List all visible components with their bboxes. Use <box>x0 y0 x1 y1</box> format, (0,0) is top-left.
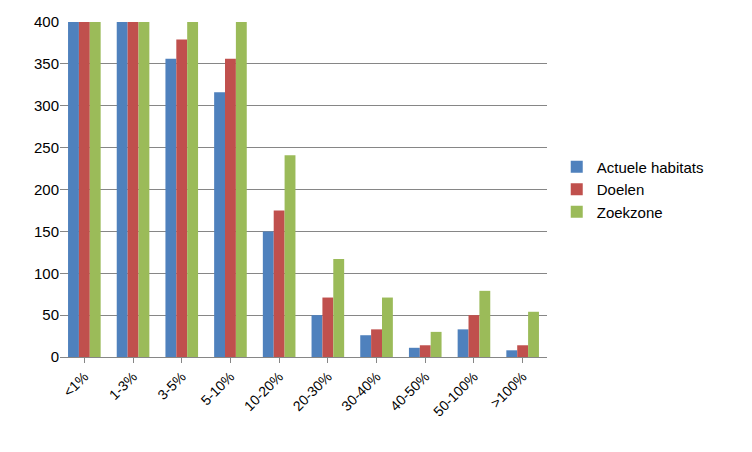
svg-text:<1%: <1% <box>60 369 91 400</box>
svg-text:1-3%: 1-3% <box>106 369 140 403</box>
svg-text:150: 150 <box>34 223 59 240</box>
svg-text:3-5%: 3-5% <box>154 369 188 403</box>
svg-text:100: 100 <box>34 265 59 282</box>
svg-text:Actuele habitats: Actuele habitats <box>597 159 704 176</box>
svg-text:50-100%: 50-100% <box>430 369 481 420</box>
svg-text:>100%: >100% <box>487 369 529 411</box>
svg-text:20-30%: 20-30% <box>289 369 334 414</box>
svg-text:Zoekzone: Zoekzone <box>597 204 663 221</box>
svg-text:300: 300 <box>34 97 59 114</box>
svg-text:5-10%: 5-10% <box>198 369 238 409</box>
svg-text:30-40%: 30-40% <box>338 369 383 414</box>
svg-text:200: 200 <box>34 181 59 198</box>
svg-text:40-50%: 40-50% <box>387 369 432 414</box>
svg-text:0: 0 <box>51 348 59 365</box>
svg-text:Doelen: Doelen <box>597 181 645 198</box>
svg-text:250: 250 <box>34 139 59 156</box>
svg-text:350: 350 <box>34 55 59 72</box>
svg-text:10-20%: 10-20% <box>241 369 286 414</box>
svg-text:400: 400 <box>34 13 59 30</box>
svg-text:50: 50 <box>42 306 59 323</box>
